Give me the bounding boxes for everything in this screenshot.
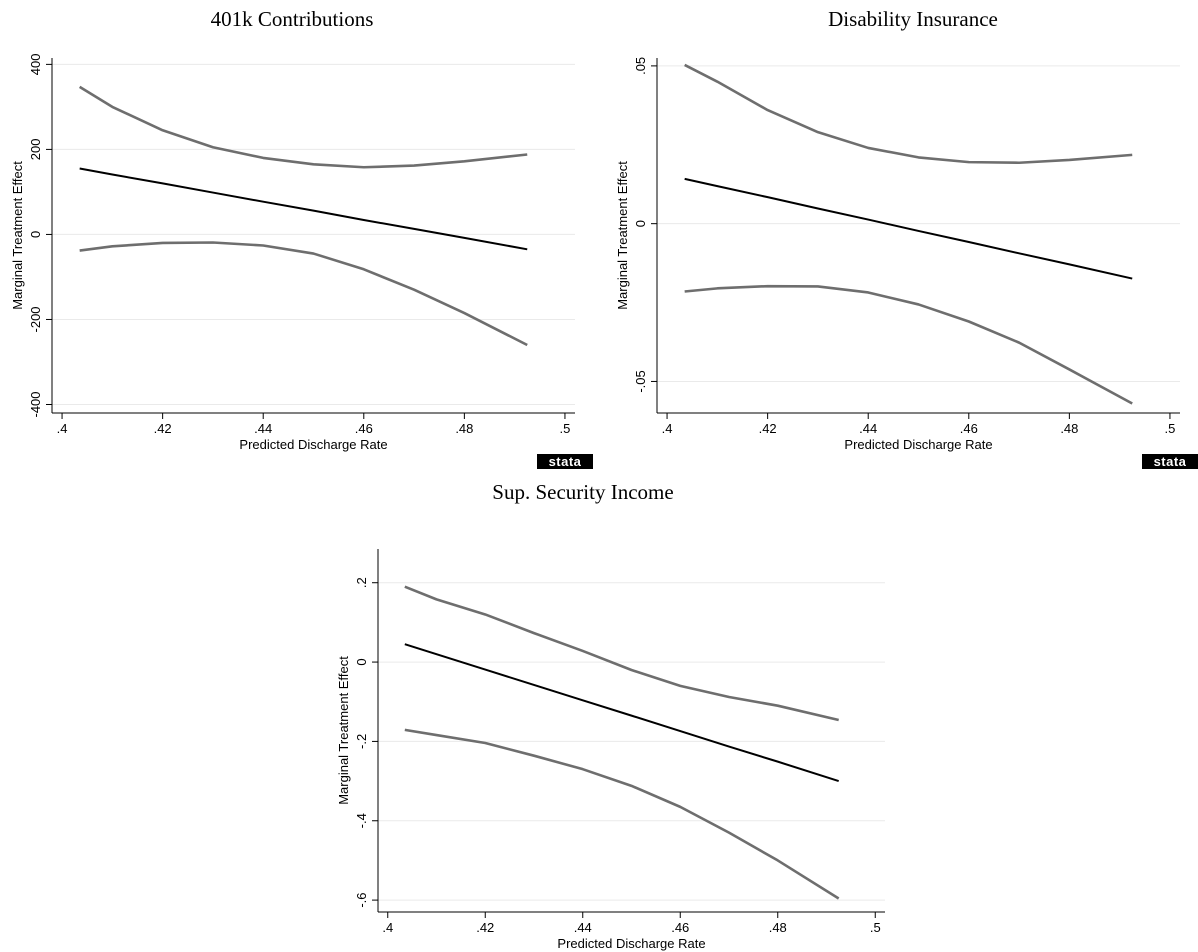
- chart-panel: 401k Contributions -400 -200 0 200 400 .4 .42 .4…: [10, 7, 593, 469]
- chart-title: 401k Contributions: [211, 7, 374, 31]
- y-tick-label: .05: [633, 57, 648, 75]
- series-line: [79, 241, 528, 347]
- y-axis-label: Marginal Treatment Effect: [336, 656, 351, 805]
- x-tick-label: .44: [859, 421, 877, 436]
- x-tick-label: .44: [574, 920, 592, 935]
- y-tick-label: -.2: [354, 734, 369, 749]
- series-line: [404, 728, 840, 900]
- x-tick-label: .4: [57, 421, 68, 436]
- x-tick-label: .42: [476, 920, 494, 935]
- logo-box: [537, 454, 593, 469]
- series-line: [684, 177, 1133, 280]
- chart-title: Sup. Security Income: [492, 480, 673, 504]
- x-tick-label: .48: [455, 421, 473, 436]
- chart-panel: Disability Insurance -.05 0 .05 .4 .42 .44 .46.…: [615, 7, 1198, 469]
- series-line: [684, 284, 1133, 405]
- y-tick-label: 0: [28, 231, 43, 238]
- logo: stata: [549, 454, 582, 469]
- x-tick-label: .44: [254, 421, 272, 436]
- y-tick-label: 400: [28, 54, 43, 76]
- x-tick-label: .46: [671, 920, 689, 935]
- y-tick-label: -400: [28, 391, 43, 417]
- y-tick-label: -200: [28, 306, 43, 332]
- x-tick-label: .4: [662, 421, 673, 436]
- logo: stata: [1154, 454, 1187, 469]
- x-axis-label: Predicted Discharge Rate: [844, 437, 992, 452]
- x-tick-label: .46: [960, 421, 978, 436]
- y-tick-label: .2: [354, 577, 369, 588]
- x-tick-label: .5: [560, 421, 571, 436]
- x-axis-label: Predicted Discharge Rate: [239, 437, 387, 452]
- y-axis-label: Marginal Treatment Effect: [10, 161, 25, 310]
- x-tick-label: .42: [154, 421, 172, 436]
- series-line: [684, 63, 1133, 165]
- series-line: [404, 585, 839, 722]
- series-line: [78, 85, 528, 169]
- chart-panel: Sup. Security Income -.6 -.4 -.2 0 .2 .4 .42 .44…: [336, 480, 885, 951]
- x-tick-label: .5: [870, 920, 881, 935]
- series-line: [79, 167, 528, 251]
- y-tick-label: 0: [633, 220, 648, 227]
- x-tick-label: .4: [382, 920, 393, 935]
- logo-box: [1142, 454, 1198, 469]
- chart-title: Disability Insurance: [828, 7, 998, 31]
- x-axis-label: Predicted Discharge Rate: [557, 936, 705, 951]
- x-tick-label: .48: [1060, 421, 1078, 436]
- y-tick-label: -.6: [354, 893, 369, 908]
- y-tick-label: -.05: [633, 370, 648, 392]
- x-tick-label: .42: [759, 421, 777, 436]
- y-tick-label: 200: [28, 139, 43, 161]
- y-axis-label: Marginal Treatment Effect: [615, 161, 630, 310]
- y-tick-label: -.4: [354, 813, 369, 828]
- x-tick-label: .5: [1165, 421, 1176, 436]
- series-line: [404, 643, 839, 783]
- y-tick-label: 0: [354, 658, 369, 665]
- x-tick-label: .46: [355, 421, 373, 436]
- x-tick-label: .48: [769, 920, 787, 935]
